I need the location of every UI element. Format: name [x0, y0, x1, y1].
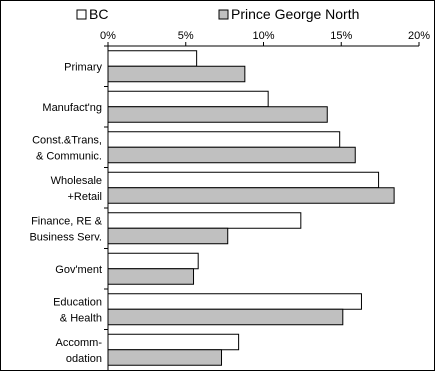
bar-prince-george-north [107, 227, 229, 245]
legend-label-0: BC [89, 6, 108, 22]
bar-bc [107, 212, 302, 229]
bar-prince-george-north [107, 268, 195, 285]
category-label: Education & Health [53, 296, 102, 324]
bar-prince-george-north [107, 106, 328, 123]
x-tick-label: 0% [100, 30, 116, 42]
x-tick-label: 20% [408, 30, 430, 42]
bar-bc [107, 131, 341, 148]
category-label: Finance, RE & Business Serv. [29, 215, 102, 243]
category-label: Primary [64, 61, 102, 73]
bars [107, 50, 395, 366]
bar-bc [107, 252, 199, 270]
legend-label-1: Prince George North [231, 6, 359, 22]
bar-bc [107, 293, 362, 310]
category-label: Wholesale +Retail [51, 175, 102, 203]
bar-bc [107, 171, 380, 189]
y-axis: Primary Manufact'ng Const.&Trans, & Communi… [29, 45, 109, 370]
bar-prince-george-north [107, 146, 356, 164]
legend-swatch-0 [76, 9, 87, 20]
bar-prince-george-north [107, 349, 223, 366]
x-tick-label: 10% [252, 30, 274, 42]
category-label: Gov'ment [55, 264, 102, 276]
bar-prince-george-north [107, 65, 246, 83]
bar-bc [107, 50, 198, 67]
category-label: Const.&Trans, & Communic. [32, 134, 102, 162]
category-label: Accomm-odation [56, 337, 103, 365]
bar-bc [107, 333, 240, 351]
bar-bc [107, 90, 269, 108]
x-tick-label: 5% [178, 30, 194, 42]
legend: BC Prince George North [76, 6, 359, 22]
x-tick-label: 15% [330, 30, 352, 42]
category-label: Manufact'ng [42, 102, 102, 114]
x-axis: 0% 5% 10% 15% 20% [100, 30, 430, 47]
bar-prince-george-north [107, 308, 344, 326]
legend-swatch-1 [218, 9, 229, 20]
bar-prince-george-north [107, 187, 395, 204]
